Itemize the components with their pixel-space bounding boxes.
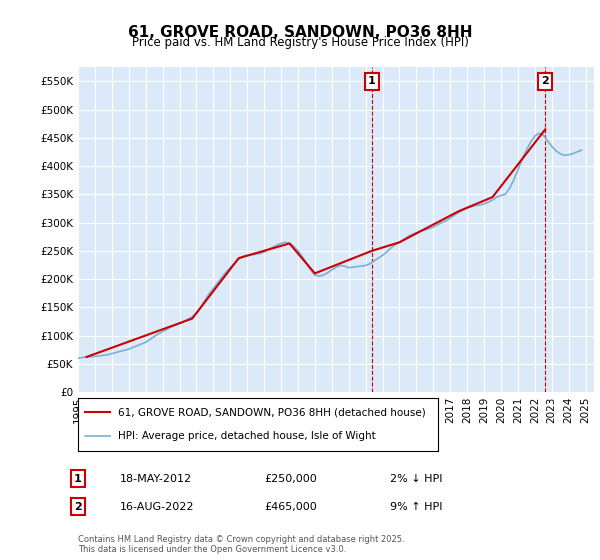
Text: HPI: Average price, detached house, Isle of Wight: HPI: Average price, detached house, Isle…: [118, 431, 376, 441]
Text: 2: 2: [541, 76, 549, 86]
Text: Contains HM Land Registry data © Crown copyright and database right 2025.
This d: Contains HM Land Registry data © Crown c…: [78, 535, 404, 554]
Text: £250,000: £250,000: [264, 474, 317, 484]
Text: 1: 1: [74, 474, 82, 484]
Text: 2: 2: [74, 502, 82, 512]
Text: 61, GROVE ROAD, SANDOWN, PO36 8HH (detached house): 61, GROVE ROAD, SANDOWN, PO36 8HH (detac…: [118, 408, 425, 418]
Text: 9% ↑ HPI: 9% ↑ HPI: [390, 502, 443, 512]
Text: 18-MAY-2012: 18-MAY-2012: [120, 474, 192, 484]
Text: 1: 1: [368, 76, 376, 86]
Text: 2% ↓ HPI: 2% ↓ HPI: [390, 474, 443, 484]
Text: 61, GROVE ROAD, SANDOWN, PO36 8HH: 61, GROVE ROAD, SANDOWN, PO36 8HH: [128, 25, 472, 40]
Text: 16-AUG-2022: 16-AUG-2022: [120, 502, 194, 512]
Text: £465,000: £465,000: [264, 502, 317, 512]
Text: Price paid vs. HM Land Registry's House Price Index (HPI): Price paid vs. HM Land Registry's House …: [131, 36, 469, 49]
